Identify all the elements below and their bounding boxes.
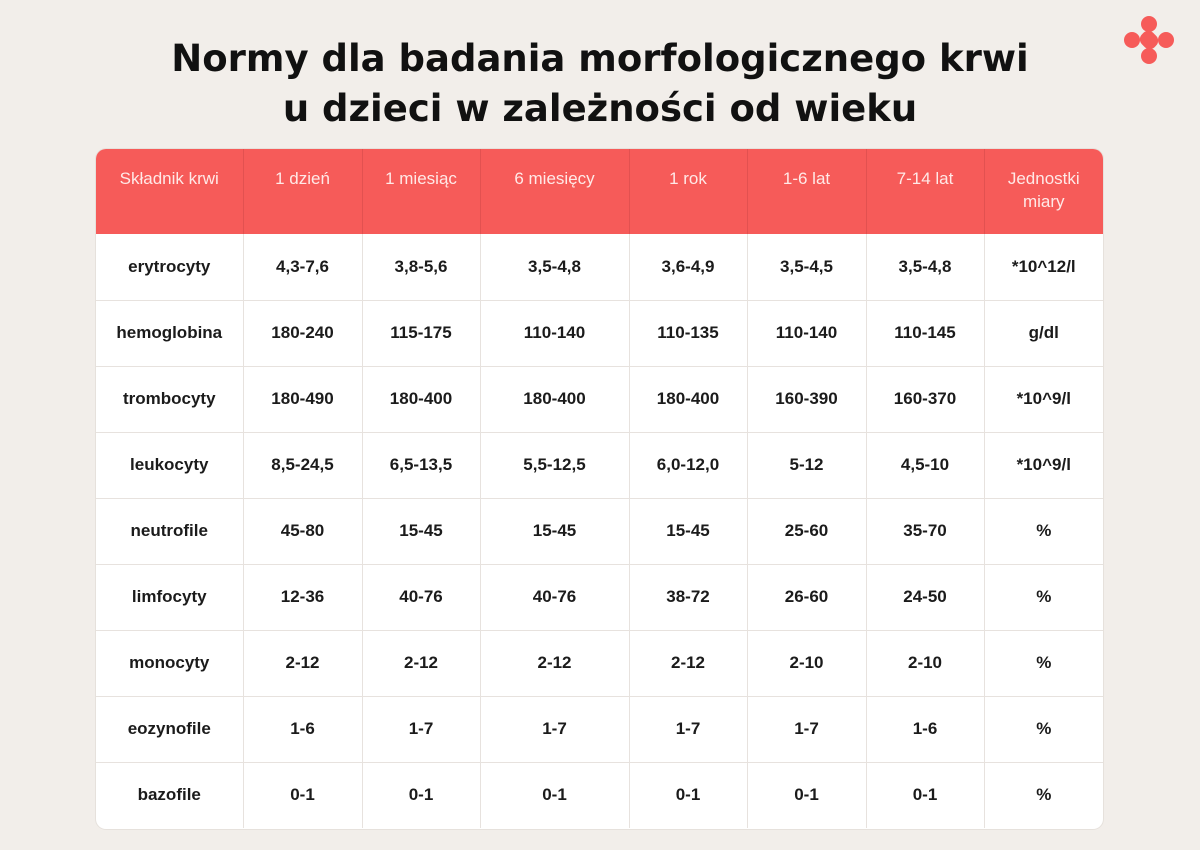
table-row: bazofile 0-1 0-1 0-1 0-1 0-1 0-1% xyxy=(96,762,1103,828)
table-row: erytrocyty 4,3-7,6 3,8-5,6 3,5-4,8 3,6-4,9 3,… xyxy=(96,234,1103,301)
table-cell: 2-10 xyxy=(866,630,985,697)
unit-cell: *10^12/l xyxy=(984,234,1103,301)
table-cell: 110-140 xyxy=(480,300,630,367)
row-label: neutrofile xyxy=(96,498,244,565)
unit-cell: % xyxy=(984,564,1103,631)
row-label: erytrocyty xyxy=(96,234,244,301)
table-cell: 110-135 xyxy=(629,300,748,367)
column-header: 1 rok xyxy=(629,149,748,234)
table-header-row: Składnik krwi 1 dzień 1 miesiąc 6 miesięcy 1… xyxy=(96,149,1103,234)
table-cell: 2-12 xyxy=(480,630,630,697)
title-line-1: Normy dla badania morfologicznego krwi xyxy=(171,37,1029,80)
table-cell: 1-7 xyxy=(629,696,748,763)
table-cell: 1-7 xyxy=(362,696,481,763)
row-label: monocyty xyxy=(96,630,244,697)
table-cell: 180-240 xyxy=(243,300,363,367)
norms-table: Składnik krwi 1 dzień 1 miesiąc 6 miesięcy 1… xyxy=(96,149,1103,829)
table-cell: 3,5-4,8 xyxy=(866,234,985,301)
table-cell: 1-6 xyxy=(866,696,985,763)
table-cell: 0-1 xyxy=(243,762,363,828)
column-header: 1 miesiąc xyxy=(362,149,481,234)
table-cell: 1-7 xyxy=(747,696,867,763)
table-cell: 8,5-24,5 xyxy=(243,432,363,499)
column-header: Składnik krwi xyxy=(96,149,244,234)
table-cell: 1-7 xyxy=(480,696,630,763)
row-label: trombocyty xyxy=(96,366,244,433)
table-cell: 2-12 xyxy=(243,630,363,697)
unit-cell: % xyxy=(984,498,1103,565)
table-cell: 0-1 xyxy=(480,762,630,828)
table-cell: 115-175 xyxy=(362,300,481,367)
table-cell: 5,5-12,5 xyxy=(480,432,630,499)
column-header: 7-14 lat xyxy=(866,149,985,234)
row-label: hemoglobina xyxy=(96,300,244,367)
table-cell: 4,3-7,6 xyxy=(243,234,363,301)
table-cell: 180-490 xyxy=(243,366,363,433)
table-cell: 180-400 xyxy=(629,366,748,433)
table-cell: 0-1 xyxy=(866,762,985,828)
row-label: bazofile xyxy=(96,762,244,828)
table-row: limfocyty 12-36 40-76 40-76 38-72 26-60 24-50% xyxy=(96,564,1103,631)
table-cell: 110-140 xyxy=(747,300,867,367)
table-cell: 40-76 xyxy=(480,564,630,631)
table-cell: 0-1 xyxy=(747,762,867,828)
row-label: leukocyty xyxy=(96,432,244,499)
table-cell: 6,5-13,5 xyxy=(362,432,481,499)
table-cell: 2-10 xyxy=(747,630,867,697)
table-cell: 3,5-4,8 xyxy=(480,234,630,301)
table-cell: 38-72 xyxy=(629,564,748,631)
table-cell: 180-400 xyxy=(362,366,481,433)
title-line-2: u dzieci w zależności od wieku xyxy=(282,87,918,130)
table-cell: 110-145 xyxy=(866,300,985,367)
table-cell: 6,0-12,0 xyxy=(629,432,748,499)
unit-cell: % xyxy=(984,630,1103,697)
table-cell: 0-1 xyxy=(629,762,748,828)
table-cell: 180-400 xyxy=(480,366,630,433)
table-cell: 12-36 xyxy=(243,564,363,631)
table-row: hemoglobina 180-240 115-175 110-140 110-135 1… xyxy=(96,300,1103,367)
table-row: leukocyty 8,5-24,5 6,5-13,5 5,5-12,5 6,0-12,… xyxy=(96,432,1103,499)
table-cell: 1-6 xyxy=(243,696,363,763)
table-cell: 3,6-4,9 xyxy=(629,234,748,301)
table-cell: 3,8-5,6 xyxy=(362,234,481,301)
table-cell: 5-12 xyxy=(747,432,867,499)
column-header: 1-6 lat xyxy=(747,149,867,234)
table-cell: 25-60 xyxy=(747,498,867,565)
row-label: limfocyty xyxy=(96,564,244,631)
red-dots-logo-icon xyxy=(1124,16,1174,64)
table-row: neutrofile 45-80 15-45 15-45 15-45 25-60 35-70… xyxy=(96,498,1103,565)
table-cell: 160-370 xyxy=(866,366,985,433)
column-header: 6 miesięcy xyxy=(480,149,630,234)
table-cell: 35-70 xyxy=(866,498,985,565)
unit-cell: g/dl xyxy=(984,300,1103,367)
table-cell: 24-50 xyxy=(866,564,985,631)
table-row: monocyty 2-12 2-12 2-12 2-12 2-10 2-10% xyxy=(96,630,1103,697)
table-cell: 15-45 xyxy=(362,498,481,565)
page-title: Normy dla badania morfologicznego krwi u… xyxy=(0,34,1200,134)
table-cell: 4,5-10 xyxy=(866,432,985,499)
table-cell: 40-76 xyxy=(362,564,481,631)
table-cell: 160-390 xyxy=(747,366,867,433)
table-cell: 26-60 xyxy=(747,564,867,631)
table-cell: 15-45 xyxy=(480,498,630,565)
table-cell: 2-12 xyxy=(629,630,748,697)
unit-cell: *10^9/l xyxy=(984,366,1103,433)
table-row: trombocyty 180-490 180-400 180-400 180-400 16… xyxy=(96,366,1103,433)
table-cell: 0-1 xyxy=(362,762,481,828)
column-header: Jednostki miary xyxy=(984,149,1103,234)
table-row: eozynofile 1-6 1-7 1-7 1-7 1-7 1-6% xyxy=(96,696,1103,763)
table-cell: 3,5-4,5 xyxy=(747,234,867,301)
table-cell: 15-45 xyxy=(629,498,748,565)
table-cell: 45-80 xyxy=(243,498,363,565)
unit-cell: % xyxy=(1036,785,1052,805)
unit-cell: % xyxy=(984,696,1103,763)
row-label: eozynofile xyxy=(96,696,244,763)
unit-cell: *10^9/l xyxy=(984,432,1103,499)
table-cell: 2-12 xyxy=(362,630,481,697)
column-header: 1 dzień xyxy=(243,149,363,234)
